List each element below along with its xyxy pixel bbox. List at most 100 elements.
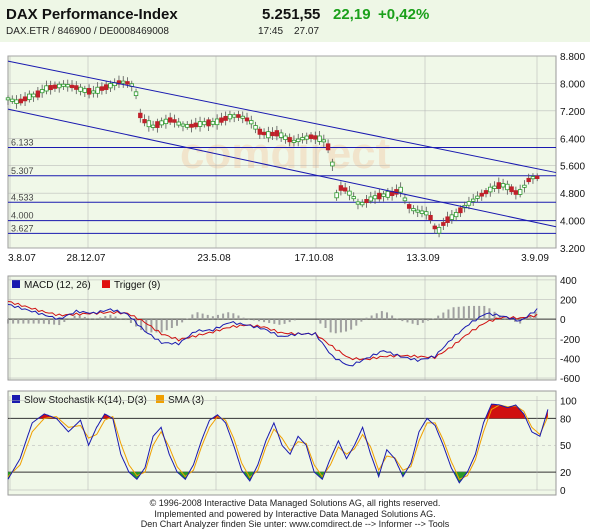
price-y-tick-label: 4.800 (560, 189, 585, 200)
stoch-y-tick-label: 50 (560, 441, 572, 452)
candle-up (385, 190, 391, 198)
candle-down (86, 88, 92, 95)
candle-up (351, 196, 356, 200)
candle-up (317, 135, 322, 142)
stoch-y-tick-label: 80 (560, 414, 572, 425)
candle-up (210, 121, 216, 125)
candle-up (227, 114, 233, 120)
macd-line (7, 304, 538, 367)
candle-down (193, 122, 198, 128)
candle-up (278, 132, 284, 138)
candle-up (14, 99, 19, 104)
stochastic-k-line (7, 403, 549, 484)
trend-channel-line (7, 60, 557, 174)
index-title: DAX Performance-Index (6, 6, 178, 23)
candle-down (342, 187, 348, 192)
candle-up (10, 98, 15, 102)
candle-down (142, 119, 147, 124)
quote-time: 17:45 (258, 26, 284, 37)
candle-down (313, 135, 318, 140)
macd-y-tick-label: 0 (560, 315, 566, 326)
candle-down (236, 114, 241, 118)
candle-down (167, 117, 173, 123)
macd-legend: MACD (12, 26) Trigger (9) (12, 280, 160, 291)
candle-up (214, 118, 220, 126)
candle-up (449, 214, 455, 220)
candle-up (197, 121, 203, 127)
candle-up (249, 120, 254, 125)
price-y-tick-label: 8.800 (560, 52, 585, 63)
candle-down (513, 190, 519, 195)
candle-down (219, 117, 224, 123)
candle-up (202, 121, 207, 126)
candle-down (172, 119, 177, 123)
price-x-tick-label: 28.12.07 (67, 253, 106, 264)
candle-down (189, 123, 194, 128)
candle-up (65, 84, 70, 88)
candle-down (483, 190, 489, 195)
oversold-area (129, 472, 141, 480)
candle-up (517, 189, 523, 195)
candle-up (82, 88, 88, 93)
candle-down (274, 130, 280, 137)
candle-down (479, 192, 484, 197)
price-y-tick-label: 4.000 (560, 217, 585, 228)
candle-down (338, 185, 344, 191)
candle-down (377, 192, 382, 200)
candle-down (287, 137, 292, 143)
candle-down (52, 84, 58, 89)
candle-down (509, 186, 514, 193)
candle-up (57, 83, 62, 89)
price-y-tick-label: 5.600 (560, 162, 585, 173)
candle-up (121, 80, 126, 84)
candle-down (74, 85, 79, 90)
candle-up (321, 139, 327, 143)
candle-down (69, 84, 75, 89)
overbought-area (102, 413, 112, 419)
price-x-tick-label: 3.8.07 (8, 253, 36, 264)
macd-panel (7, 275, 557, 381)
candle-up (360, 202, 365, 206)
candle-up (471, 198, 476, 202)
level-label: 3.627 (11, 223, 34, 233)
level-label: 5.307 (11, 166, 34, 176)
candle-down (206, 119, 211, 127)
candle-up (133, 91, 139, 97)
candle-up (304, 135, 309, 140)
candle-down (364, 199, 369, 204)
candle-up (5, 97, 11, 101)
candle-up (91, 90, 96, 94)
candle-up (530, 176, 536, 180)
candle-down (445, 216, 450, 223)
candle-down (125, 81, 130, 85)
chart-header: DAX Performance-Index 5.251,55 22,19 +0,… (0, 0, 590, 42)
candle-up (146, 120, 152, 128)
price-y-tick-label: 8.000 (560, 79, 585, 90)
candle-up (488, 186, 493, 193)
quote-date: 27.07 (294, 26, 320, 37)
price-x-tick-label: 3.9.09 (521, 253, 549, 264)
candle-down (48, 85, 53, 91)
candle-up (300, 137, 305, 141)
candle-down (325, 143, 331, 151)
candle-up (108, 83, 113, 89)
price-x-tick-label: 13.3.09 (406, 253, 440, 264)
candle-up (231, 114, 237, 118)
candle-up (95, 86, 100, 94)
candle-down (458, 207, 463, 214)
candle-up (500, 183, 506, 188)
macd-y-tick-label: -400 (560, 354, 580, 365)
candle-up (180, 123, 186, 127)
candle-down (308, 134, 314, 139)
macd-legend-swatch (12, 280, 20, 288)
candle-down (223, 115, 228, 121)
candle-up (355, 201, 361, 205)
candle-up (453, 212, 459, 218)
candle-down (428, 214, 433, 221)
candle-up (296, 138, 301, 143)
candle-up (415, 209, 420, 213)
footer-tool-link[interactable]: Den Chart Analyzer finden Sie unter: www… (140, 519, 450, 529)
trigger-legend-label: Trigger (9) (114, 280, 160, 291)
candle-up (492, 185, 497, 189)
